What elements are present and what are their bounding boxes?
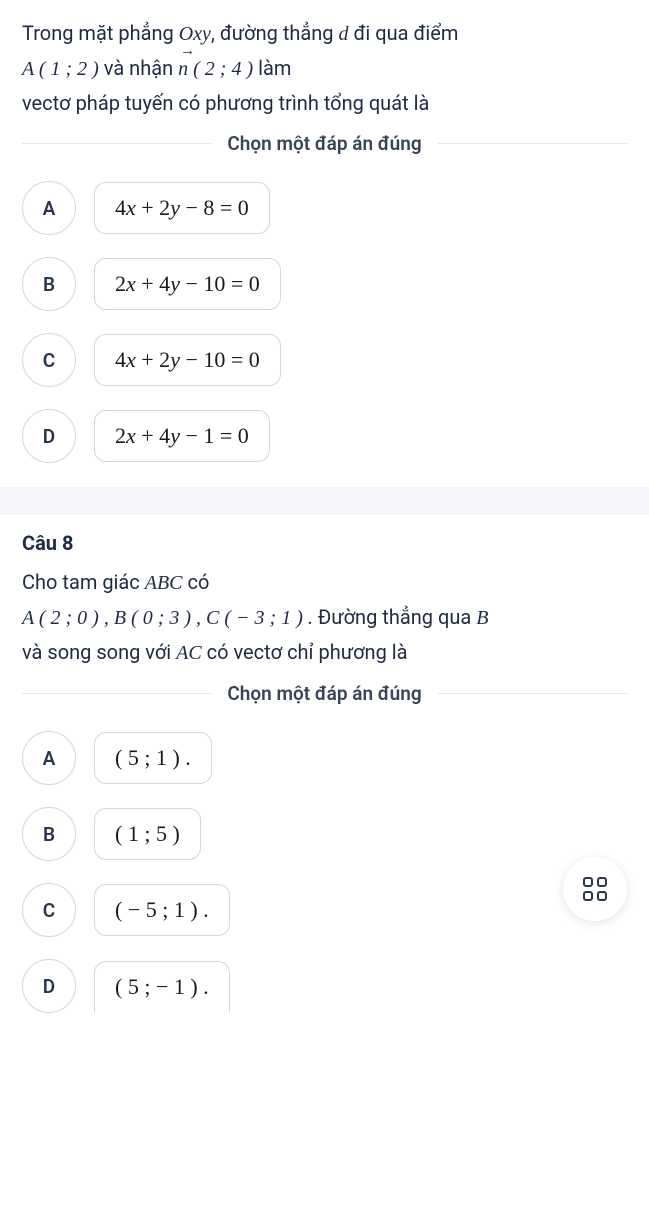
text: có — [183, 570, 210, 594]
text: Đường thẳng qua — [313, 605, 476, 629]
option-letter: A — [22, 731, 76, 785]
math-b: B — [476, 607, 488, 629]
page-root: Trong mặt phẳng Oxy, đường thẳng d đi qu… — [0, 0, 649, 1019]
y: y — [170, 195, 180, 220]
instruction-row: Chọn một đáp án đúng — [22, 682, 627, 705]
math-point-a: A ( 1 ; 2 ) — [22, 58, 99, 80]
instruction-text: Chọn một đáp án đúng — [211, 132, 437, 155]
x: x — [126, 347, 136, 372]
option-content: 4x + 2y − 8 = 0 — [94, 182, 270, 234]
option-c[interactable]: C ( − 5 ; 1 ) . — [22, 883, 627, 937]
option-letter: D — [22, 409, 76, 463]
text: làm — [253, 56, 291, 80]
y: y — [170, 347, 180, 372]
text: Trong mặt phẳng — [22, 21, 179, 45]
n: + 2 — [136, 195, 170, 220]
section-gap — [0, 487, 649, 515]
text: và nhận — [99, 56, 178, 80]
menu-button[interactable] — [563, 857, 627, 921]
option-letter: A — [22, 181, 76, 235]
q8-stem: Cho tam giác ABC có A ( 2 ; 0 ) , B ( 0 … — [22, 565, 627, 670]
n: 2 — [115, 271, 126, 296]
divider — [22, 143, 211, 144]
option-c[interactable]: C 4x + 2y − 10 = 0 — [22, 333, 627, 387]
option-letter: D — [22, 959, 76, 1013]
text: và song song với — [22, 640, 176, 664]
option-letter: C — [22, 333, 76, 387]
x: x — [126, 271, 136, 296]
option-content: ( 5 ; 1 ) . — [94, 732, 212, 784]
x: x — [126, 423, 136, 448]
option-content: 2x + 4y − 10 = 0 — [94, 258, 281, 310]
q7-stem: Trong mặt phẳng Oxy, đường thẳng d đi qu… — [22, 16, 627, 120]
n: − 10 = 0 — [180, 271, 260, 296]
math-vec-n-coords: ( 2 ; 4 ) — [188, 58, 253, 80]
n: − 8 = 0 — [180, 195, 249, 220]
option-a[interactable]: A 4x + 2y − 8 = 0 — [22, 181, 627, 235]
n: + 4 — [136, 423, 170, 448]
math-abc: ABC — [145, 572, 183, 594]
math-ac: AC — [176, 642, 202, 664]
grid-icon — [583, 877, 607, 901]
text: Cho tam giác — [22, 570, 145, 594]
n: − 1 = 0 — [180, 423, 249, 448]
instruction-row: Chọn một đáp án đúng — [22, 132, 627, 155]
divider — [22, 693, 211, 694]
n: 4 — [115, 195, 126, 220]
option-d[interactable]: D ( 5 ; − 1 ) . — [22, 959, 627, 1013]
option-a[interactable]: A ( 5 ; 1 ) . — [22, 731, 627, 785]
q8-options: A ( 5 ; 1 ) . B ( 1 ; 5 ) C ( − 5 ; 1 ) … — [22, 731, 627, 1013]
q8-title: Câu 8 — [22, 531, 627, 555]
n: 2 — [115, 423, 126, 448]
option-content: 4x + 2y − 10 = 0 — [94, 334, 281, 386]
question-7: Trong mặt phẳng Oxy, đường thẳng d đi qu… — [0, 0, 649, 487]
n: − 10 = 0 — [180, 347, 260, 372]
n: + 4 — [136, 271, 170, 296]
option-letter: C — [22, 883, 76, 937]
option-d[interactable]: D 2x + 4y − 1 = 0 — [22, 409, 627, 463]
option-b[interactable]: B 2x + 4y − 10 = 0 — [22, 257, 627, 311]
text: đi qua điểm — [349, 21, 459, 45]
q7-options: A 4x + 2y − 8 = 0 B 2x + 4y − 10 = 0 C 4… — [22, 181, 627, 463]
question-8: Câu 8 Cho tam giác ABC có A ( 2 ; 0 ) , … — [0, 515, 649, 1019]
n: 4 — [115, 347, 126, 372]
instruction-text: Chọn một đáp án đúng — [211, 682, 437, 705]
option-content: ( − 5 ; 1 ) . — [94, 884, 230, 936]
math-d: d — [339, 23, 349, 45]
option-letter: B — [22, 807, 76, 861]
text: , đường thẳng — [211, 21, 339, 45]
option-content: 2x + 4y − 1 = 0 — [94, 410, 270, 462]
divider — [438, 693, 627, 694]
y: y — [170, 423, 180, 448]
divider — [438, 143, 627, 144]
math-vec-n: n — [178, 52, 188, 86]
text: vectơ pháp tuyến có phương trình tổng qu… — [22, 91, 429, 115]
x: x — [126, 195, 136, 220]
math-points: A ( 2 ; 0 ) , B ( 0 ; 3 ) , C ( − 3 ; 1 … — [22, 607, 313, 629]
option-content: ( 5 ; − 1 ) . — [94, 961, 230, 1012]
n: + 2 — [136, 347, 170, 372]
option-b[interactable]: B ( 1 ; 5 ) — [22, 807, 627, 861]
option-letter: B — [22, 257, 76, 311]
y: y — [170, 271, 180, 296]
text: có vectơ chỉ phương là — [202, 640, 408, 664]
option-content: ( 1 ; 5 ) — [94, 808, 201, 860]
